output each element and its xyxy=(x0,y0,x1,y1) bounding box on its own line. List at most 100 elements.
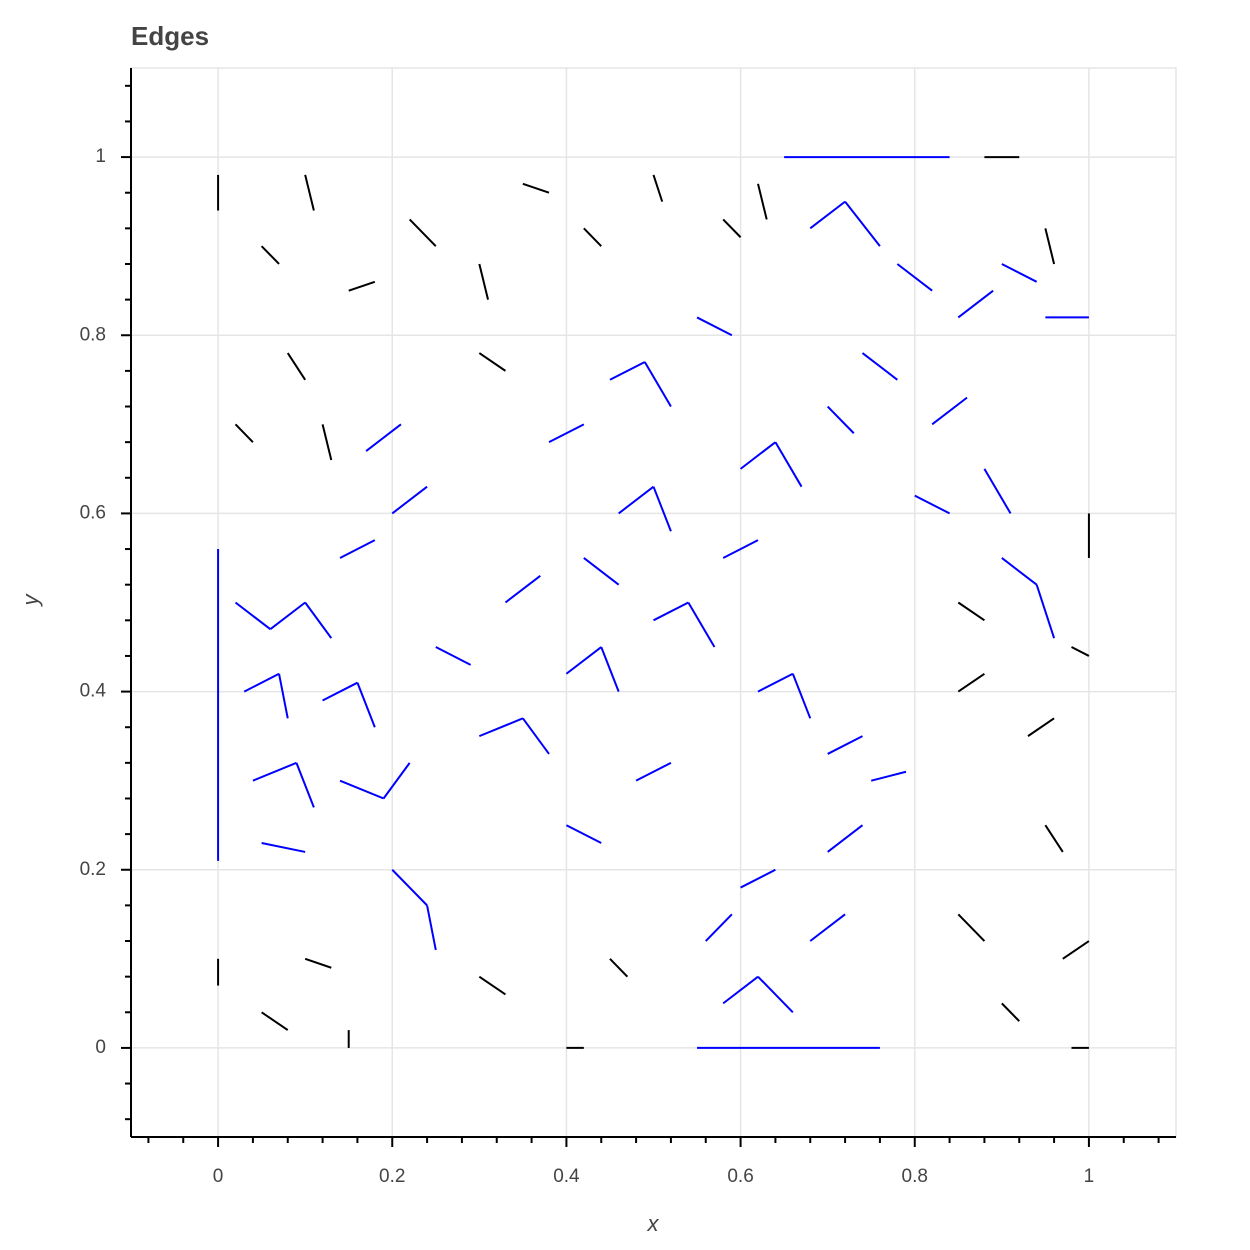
x-tick-label: 0.4 xyxy=(553,1166,580,1187)
edge xyxy=(618,485,655,515)
edge xyxy=(1001,263,1038,283)
edge xyxy=(931,396,968,426)
edge xyxy=(565,646,602,675)
edge xyxy=(687,601,716,648)
edge xyxy=(652,486,672,532)
edge xyxy=(295,762,315,808)
edge xyxy=(809,913,846,942)
edge xyxy=(304,601,333,639)
edge xyxy=(1001,557,1038,586)
x-tick-label: 0.8 xyxy=(902,1166,928,1187)
edge xyxy=(635,761,672,782)
edge xyxy=(365,423,402,452)
edge xyxy=(260,245,280,265)
edge xyxy=(827,735,863,755)
edge xyxy=(643,361,672,408)
edge xyxy=(705,913,733,942)
edge xyxy=(261,1011,289,1031)
edge xyxy=(861,352,898,381)
y-tick-label: 0.2 xyxy=(80,859,106,880)
edge xyxy=(1071,646,1090,657)
edge xyxy=(914,494,951,515)
edge xyxy=(304,957,332,969)
edge xyxy=(757,672,794,693)
x-tick-label: 0.2 xyxy=(379,1166,405,1187)
edge xyxy=(565,824,602,844)
edge xyxy=(348,280,376,292)
edge xyxy=(391,869,428,907)
edge xyxy=(269,601,306,631)
x-tick-label: 1 xyxy=(1084,1166,1095,1187)
edge xyxy=(286,352,307,381)
edge xyxy=(478,352,507,372)
y-axis-label: y xyxy=(18,593,43,608)
y-tick-label: 0.4 xyxy=(80,681,107,702)
edge xyxy=(321,424,333,461)
edge xyxy=(478,975,507,996)
edge xyxy=(522,717,550,755)
edge xyxy=(1044,824,1064,853)
edge xyxy=(740,868,776,889)
edge xyxy=(722,218,742,238)
edge xyxy=(600,646,620,692)
edge xyxy=(1027,717,1055,737)
edge xyxy=(435,646,472,666)
y-tick-label: 0.6 xyxy=(80,502,106,523)
y-tick-label: 0 xyxy=(95,1037,106,1058)
edge xyxy=(791,673,812,719)
plot-frame xyxy=(130,67,1177,1138)
edge xyxy=(870,770,907,782)
edge xyxy=(382,762,411,800)
edge xyxy=(408,218,437,247)
edge xyxy=(278,673,289,719)
edge xyxy=(322,681,358,702)
edge xyxy=(827,824,864,853)
edge xyxy=(653,601,689,622)
edge xyxy=(339,779,384,800)
edge xyxy=(234,423,254,443)
edge xyxy=(722,975,759,1005)
y-tick-label: 0.8 xyxy=(80,324,106,345)
edge xyxy=(609,958,629,978)
edge xyxy=(234,601,271,631)
x-tick-label: 0.6 xyxy=(727,1166,753,1187)
edge xyxy=(243,672,280,693)
edge xyxy=(957,289,994,319)
edge xyxy=(896,263,933,292)
edge xyxy=(356,682,376,728)
edge xyxy=(583,227,602,247)
edge xyxy=(722,539,759,559)
x-axis-label: x xyxy=(647,1211,660,1236)
edge xyxy=(1044,228,1056,265)
edge xyxy=(1062,940,1090,960)
edge xyxy=(522,182,550,194)
edge xyxy=(757,975,794,1013)
edge xyxy=(391,485,428,515)
chart-title: Edges xyxy=(131,21,209,51)
edge xyxy=(609,361,646,381)
edge xyxy=(504,574,541,604)
edge xyxy=(339,539,376,559)
edge xyxy=(957,913,986,942)
edge xyxy=(583,557,620,586)
edge xyxy=(478,717,524,738)
edge xyxy=(774,441,803,488)
x-tick-label: 0 xyxy=(213,1166,224,1187)
edge xyxy=(739,441,777,470)
edge xyxy=(983,468,1012,514)
edge xyxy=(757,183,768,220)
edge xyxy=(957,672,985,693)
edge xyxy=(1035,584,1056,639)
edge xyxy=(252,761,297,782)
edge xyxy=(304,174,315,211)
edge xyxy=(696,316,733,337)
edge xyxy=(426,905,437,951)
edge xyxy=(1001,1002,1020,1022)
y-tick-label: 1 xyxy=(95,146,106,167)
edge xyxy=(809,200,846,230)
edge xyxy=(478,263,490,300)
edge xyxy=(261,842,306,853)
edge xyxy=(957,601,985,622)
edge xyxy=(548,423,585,444)
